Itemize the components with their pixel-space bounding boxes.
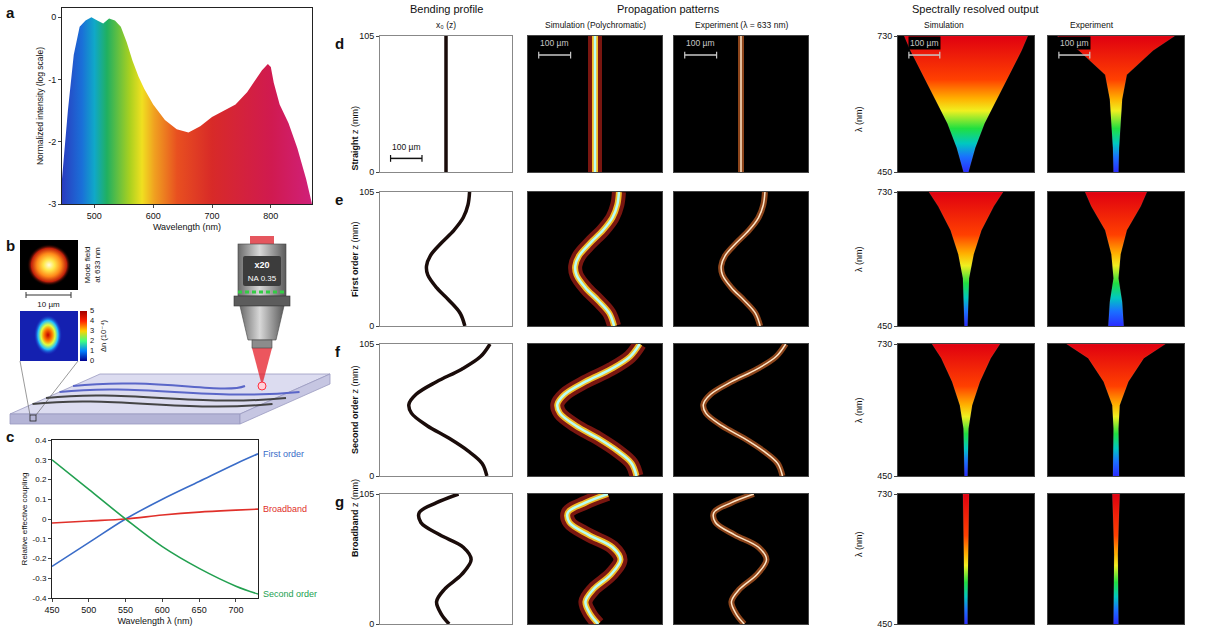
svg-text:700: 700 <box>228 605 243 615</box>
svg-text:4: 4 <box>90 316 94 325</box>
svg-text:at 633 nm: at 633 nm <box>93 247 102 283</box>
svg-text:105: 105 <box>359 187 374 197</box>
svg-text:0: 0 <box>369 321 374 331</box>
svg-text:Wavelength λ (nm): Wavelength λ (nm) <box>117 616 192 626</box>
svg-text:0: 0 <box>369 619 374 629</box>
svg-text:-1: -1 <box>48 75 56 85</box>
svg-text:100 µm: 100 µm <box>1060 38 1089 48</box>
svg-text:-0.4: -0.4 <box>33 594 47 603</box>
svg-text:g: g <box>335 493 344 510</box>
svg-text:730: 730 <box>877 31 892 41</box>
svg-text:500: 500 <box>81 605 96 615</box>
svg-text:Second order z (mm): Second order z (mm) <box>350 365 360 454</box>
svg-text:600: 600 <box>155 605 170 615</box>
svg-text:f: f <box>335 343 341 360</box>
svg-text:450: 450 <box>877 167 892 177</box>
svg-text:Normalized intensity (log scal: Normalized intensity (log scale) <box>35 47 45 165</box>
svg-text:Broadband: Broadband <box>263 504 307 514</box>
svg-text:100 µm: 100 µm <box>392 142 421 152</box>
svg-text:0: 0 <box>369 471 374 481</box>
svg-text:800: 800 <box>263 211 278 221</box>
svg-text:Straight z (mm): Straight z (mm) <box>350 106 360 171</box>
svg-text:3: 3 <box>90 326 94 335</box>
svg-text:-0.3: -0.3 <box>33 574 47 583</box>
svg-text:450: 450 <box>877 619 892 629</box>
svg-text:0.4: 0.4 <box>35 436 47 445</box>
svg-text:730: 730 <box>877 187 892 197</box>
svg-text:0: 0 <box>51 12 56 22</box>
svg-text:450: 450 <box>44 605 59 615</box>
svg-text:450: 450 <box>877 471 892 481</box>
svg-text:λ (nm): λ (nm) <box>854 532 864 558</box>
svg-text:105: 105 <box>359 339 374 349</box>
svg-text:e: e <box>335 191 343 208</box>
svg-text:100 µm: 100 µm <box>686 38 715 48</box>
svg-text:d: d <box>335 35 344 52</box>
svg-text:105: 105 <box>359 489 374 499</box>
svg-text:730: 730 <box>877 489 892 499</box>
svg-text:700: 700 <box>204 211 219 221</box>
svg-text:-3: -3 <box>48 199 56 209</box>
svg-text:0.2: 0.2 <box>35 475 47 484</box>
svg-text:0: 0 <box>90 356 94 365</box>
svg-text:First order: First order <box>263 449 304 459</box>
svg-text:105: 105 <box>359 31 374 41</box>
svg-text:Simulation: Simulation <box>924 20 964 30</box>
svg-text:Mode field: Mode field <box>83 247 92 284</box>
svg-text:-0.1: -0.1 <box>33 535 47 544</box>
svg-text:-0.2: -0.2 <box>33 554 47 563</box>
svg-text:0.3: 0.3 <box>35 456 47 465</box>
svg-text:450: 450 <box>877 321 892 331</box>
svg-text:First order z (mm): First order z (mm) <box>350 221 360 297</box>
svg-text:Propagation patterns: Propagation patterns <box>617 3 720 15</box>
svg-text:-2: -2 <box>48 137 56 147</box>
svg-text:5: 5 <box>90 306 94 315</box>
svg-text:Wavelength (nm): Wavelength (nm) <box>153 222 221 232</box>
svg-text:Experiment: Experiment <box>1070 20 1114 30</box>
svg-text:λ (nm): λ (nm) <box>854 107 864 133</box>
svg-text:2: 2 <box>90 336 94 345</box>
svg-text:x20: x20 <box>254 260 269 270</box>
svg-text:x₀ (z): x₀ (z) <box>436 20 456 30</box>
svg-text:Experiment (λ = 633 nm): Experiment (λ = 633 nm) <box>695 20 788 30</box>
svg-text:Δn (10⁻⁴): Δn (10⁻⁴) <box>99 320 108 352</box>
svg-text:c: c <box>6 428 14 445</box>
svg-text:Bending profile: Bending profile <box>410 3 483 15</box>
svg-text:0: 0 <box>369 167 374 177</box>
svg-text:0: 0 <box>42 515 47 524</box>
svg-text:Simulation (Polychromatic): Simulation (Polychromatic) <box>545 20 646 30</box>
svg-text:500: 500 <box>87 211 102 221</box>
svg-text:1: 1 <box>90 346 94 355</box>
svg-text:10 µm: 10 µm <box>37 300 60 309</box>
svg-text:100 µm: 100 µm <box>540 38 569 48</box>
svg-text:600: 600 <box>146 211 161 221</box>
svg-text:NA 0.35: NA 0.35 <box>248 274 277 283</box>
svg-text:b: b <box>6 237 15 254</box>
svg-text:a: a <box>6 4 15 21</box>
svg-text:730: 730 <box>877 339 892 349</box>
svg-text:Broadband z (mm): Broadband z (mm) <box>350 479 360 557</box>
svg-text:Relative effective coupling: Relative effective coupling <box>20 473 29 566</box>
svg-text:0.1: 0.1 <box>35 495 47 504</box>
svg-text:Spectrally resolved output: Spectrally resolved output <box>912 3 1039 15</box>
svg-text:100 µm: 100 µm <box>910 38 939 48</box>
svg-text:550: 550 <box>118 605 133 615</box>
svg-text:λ (nm): λ (nm) <box>854 398 864 424</box>
svg-text:λ (nm): λ (nm) <box>854 247 864 273</box>
svg-text:650: 650 <box>192 605 207 615</box>
svg-text:Second order: Second order <box>263 589 317 599</box>
